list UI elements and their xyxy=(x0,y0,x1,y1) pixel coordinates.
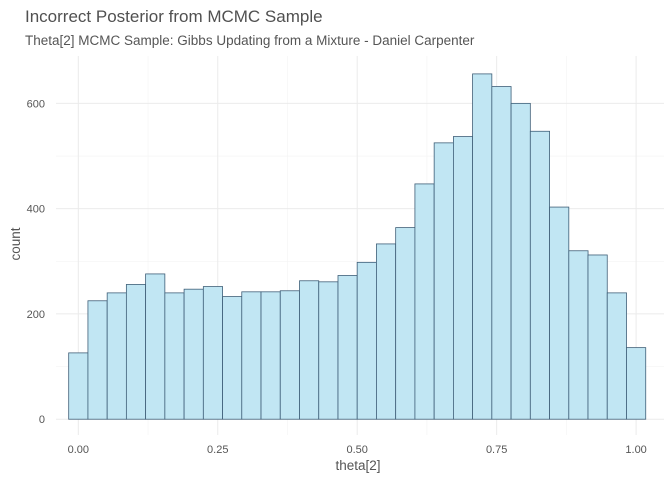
y-tick-label: 0 xyxy=(39,414,45,426)
histogram-bar xyxy=(395,227,416,420)
chart-title: Incorrect Posterior from MCMC Sample xyxy=(25,7,323,26)
histogram-bar xyxy=(106,292,127,420)
histogram-bar xyxy=(87,300,108,420)
x-axis-title: theta[2] xyxy=(335,458,380,473)
y-tick-label: 600 xyxy=(27,98,45,110)
x-tick-label: 0.25 xyxy=(207,444,228,456)
histogram-bar xyxy=(183,288,204,420)
x-tick-label: 0.00 xyxy=(68,444,89,456)
histogram-bar xyxy=(376,243,397,420)
histogram-bar xyxy=(68,352,89,420)
x-tick-label: 0.50 xyxy=(347,444,368,456)
x-tick-label: 0.75 xyxy=(486,444,507,456)
x-axis-ticks: 0.00 0.25 0.50 0.75 1.00 xyxy=(68,444,647,456)
histogram-bar xyxy=(472,73,493,420)
histogram-bar xyxy=(222,296,243,420)
histogram-bar xyxy=(164,292,185,420)
x-tick-label: 1.00 xyxy=(625,444,646,456)
histogram-bar xyxy=(529,130,550,420)
chart-subtitle: Theta[2] MCMC Sample: Gibbs Updating fro… xyxy=(25,33,475,48)
y-axis-ticks: 0 200 400 600 xyxy=(27,98,45,426)
histogram-bar xyxy=(568,250,589,420)
histogram-bar xyxy=(356,261,377,420)
histogram-bar xyxy=(337,275,358,420)
histogram-bar xyxy=(626,347,647,420)
histogram-bar xyxy=(241,291,262,420)
histogram-bar xyxy=(414,183,435,420)
histogram-bar xyxy=(145,273,166,420)
histogram-bar xyxy=(299,280,320,420)
histogram-bar xyxy=(453,136,474,420)
y-tick-label: 200 xyxy=(27,309,45,321)
histogram-bar xyxy=(606,292,627,420)
histogram-bar xyxy=(260,291,281,420)
histogram-bar xyxy=(510,102,531,420)
histogram-bar xyxy=(587,254,608,420)
histogram-bar xyxy=(318,281,339,420)
histogram-bar xyxy=(433,142,454,420)
histogram-bar xyxy=(549,206,570,420)
histogram-bar xyxy=(202,286,223,420)
histogram-bar xyxy=(125,284,147,420)
histogram-bar xyxy=(491,86,512,420)
y-axis-title: count xyxy=(8,227,23,260)
y-tick-label: 400 xyxy=(27,204,45,216)
histogram-bar xyxy=(279,290,300,420)
histogram-bars xyxy=(68,73,647,420)
